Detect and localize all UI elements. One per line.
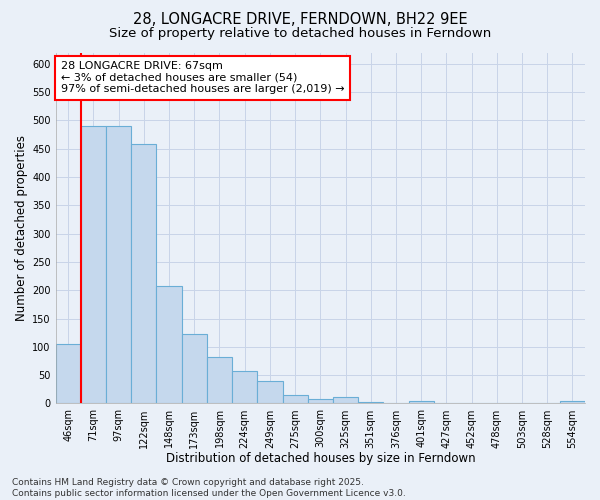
- X-axis label: Distribution of detached houses by size in Ferndown: Distribution of detached houses by size …: [166, 452, 475, 465]
- Bar: [308, 399, 333, 404]
- Y-axis label: Number of detached properties: Number of detached properties: [15, 135, 28, 321]
- Bar: [560, 400, 585, 404]
- Bar: [131, 144, 157, 404]
- Text: Contains HM Land Registry data © Crown copyright and database right 2025.
Contai: Contains HM Land Registry data © Crown c…: [12, 478, 406, 498]
- Bar: [232, 371, 257, 404]
- Bar: [207, 357, 232, 404]
- Bar: [56, 344, 81, 404]
- Bar: [106, 126, 131, 404]
- Text: 28 LONGACRE DRIVE: 67sqm
← 3% of detached houses are smaller (54)
97% of semi-de: 28 LONGACRE DRIVE: 67sqm ← 3% of detache…: [61, 62, 344, 94]
- Bar: [283, 395, 308, 404]
- Bar: [358, 402, 383, 404]
- Bar: [182, 334, 207, 404]
- Bar: [257, 381, 283, 404]
- Bar: [157, 286, 182, 404]
- Text: 28, LONGACRE DRIVE, FERNDOWN, BH22 9EE: 28, LONGACRE DRIVE, FERNDOWN, BH22 9EE: [133, 12, 467, 28]
- Text: Size of property relative to detached houses in Ferndown: Size of property relative to detached ho…: [109, 28, 491, 40]
- Bar: [333, 396, 358, 404]
- Bar: [409, 400, 434, 404]
- Bar: [81, 126, 106, 404]
